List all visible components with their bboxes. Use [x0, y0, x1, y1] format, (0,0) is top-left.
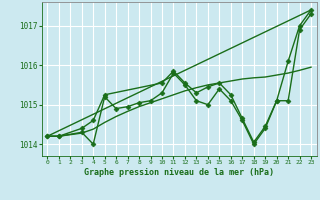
X-axis label: Graphe pression niveau de la mer (hPa): Graphe pression niveau de la mer (hPa) — [84, 168, 274, 177]
